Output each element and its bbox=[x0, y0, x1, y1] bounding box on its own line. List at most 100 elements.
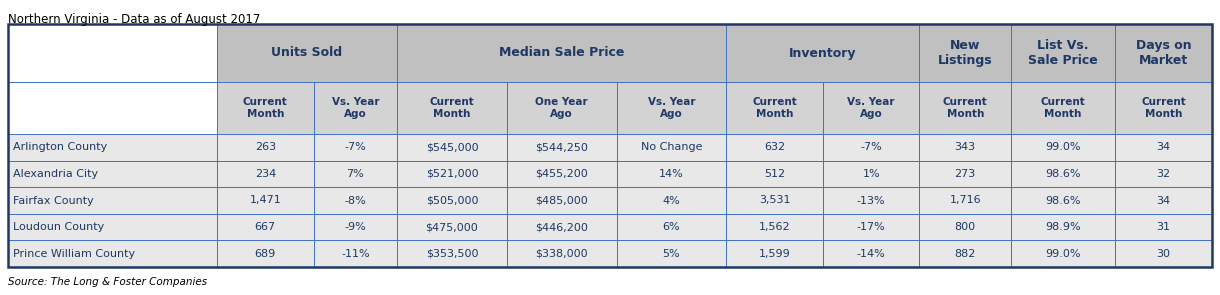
Bar bbox=[314, 187, 398, 214]
Text: 3,531: 3,531 bbox=[759, 196, 791, 206]
Bar bbox=[1115, 187, 1211, 214]
Text: Loudoun County: Loudoun County bbox=[13, 222, 104, 232]
Bar bbox=[506, 160, 616, 187]
Bar bbox=[217, 160, 314, 187]
Text: New
Listings: New Listings bbox=[938, 39, 993, 67]
Text: 1,599: 1,599 bbox=[759, 249, 791, 259]
Bar bbox=[9, 24, 217, 82]
Text: $446,200: $446,200 bbox=[536, 222, 588, 232]
Bar bbox=[9, 134, 217, 160]
Bar bbox=[920, 160, 1011, 187]
Text: 1%: 1% bbox=[863, 169, 880, 179]
Text: Current
Month: Current Month bbox=[753, 97, 797, 119]
Bar bbox=[920, 214, 1011, 240]
Bar bbox=[9, 240, 217, 267]
Text: 1,562: 1,562 bbox=[759, 222, 791, 232]
Bar bbox=[616, 214, 726, 240]
Bar bbox=[398, 24, 726, 82]
Text: Northern Virginia - Data as of August 2017: Northern Virginia - Data as of August 20… bbox=[9, 13, 260, 26]
Text: Fairfax County: Fairfax County bbox=[13, 196, 94, 206]
Bar bbox=[398, 134, 506, 160]
Text: Vs. Year
Ago: Vs. Year Ago bbox=[332, 97, 379, 119]
Text: -13%: -13% bbox=[856, 196, 886, 206]
Text: Units Sold: Units Sold bbox=[272, 47, 343, 60]
Text: $505,000: $505,000 bbox=[426, 196, 478, 206]
Bar bbox=[9, 160, 217, 187]
Text: No Change: No Change bbox=[640, 142, 703, 152]
Text: 1,716: 1,716 bbox=[949, 196, 981, 206]
Bar bbox=[506, 187, 616, 214]
Bar bbox=[506, 214, 616, 240]
Bar bbox=[920, 187, 1011, 214]
Bar bbox=[1011, 134, 1115, 160]
Text: List Vs.
Sale Price: List Vs. Sale Price bbox=[1028, 39, 1098, 67]
Text: 234: 234 bbox=[255, 169, 276, 179]
Text: 632: 632 bbox=[764, 142, 786, 152]
Bar bbox=[1011, 160, 1115, 187]
Bar bbox=[9, 187, 217, 214]
Text: 689: 689 bbox=[255, 249, 276, 259]
Text: 512: 512 bbox=[764, 169, 786, 179]
Bar bbox=[616, 240, 726, 267]
Text: -17%: -17% bbox=[856, 222, 886, 232]
Bar bbox=[1011, 187, 1115, 214]
Text: -7%: -7% bbox=[860, 142, 882, 152]
Bar bbox=[314, 82, 398, 134]
Bar bbox=[616, 82, 726, 134]
Text: 30: 30 bbox=[1157, 249, 1171, 259]
Bar bbox=[217, 24, 398, 82]
Text: Inventory: Inventory bbox=[789, 47, 856, 60]
Bar bbox=[398, 160, 506, 187]
Text: -11%: -11% bbox=[342, 249, 370, 259]
Bar bbox=[1115, 82, 1211, 134]
Text: Vs. Year
Ago: Vs. Year Ago bbox=[848, 97, 895, 119]
Bar bbox=[217, 214, 314, 240]
Bar bbox=[1115, 240, 1211, 267]
Text: $544,250: $544,250 bbox=[536, 142, 588, 152]
Bar bbox=[822, 82, 920, 134]
Bar bbox=[726, 82, 822, 134]
Bar bbox=[398, 214, 506, 240]
Bar bbox=[1011, 214, 1115, 240]
Text: Arlington County: Arlington County bbox=[13, 142, 107, 152]
Bar bbox=[920, 24, 1011, 82]
Text: 7%: 7% bbox=[346, 169, 365, 179]
Text: 98.6%: 98.6% bbox=[1046, 169, 1081, 179]
Bar bbox=[1115, 134, 1211, 160]
Text: 882: 882 bbox=[954, 249, 976, 259]
Bar bbox=[920, 240, 1011, 267]
Text: 1,471: 1,471 bbox=[249, 196, 281, 206]
Bar bbox=[217, 187, 314, 214]
Text: -14%: -14% bbox=[856, 249, 886, 259]
Bar bbox=[822, 134, 920, 160]
Text: Current
Month: Current Month bbox=[1041, 97, 1086, 119]
Text: 263: 263 bbox=[255, 142, 276, 152]
Text: Current
Month: Current Month bbox=[429, 97, 475, 119]
Bar bbox=[314, 240, 398, 267]
Bar bbox=[1115, 160, 1211, 187]
Text: 5%: 5% bbox=[662, 249, 681, 259]
Bar bbox=[616, 187, 726, 214]
Bar bbox=[398, 240, 506, 267]
Bar bbox=[217, 240, 314, 267]
Bar bbox=[314, 134, 398, 160]
Text: -7%: -7% bbox=[344, 142, 366, 152]
Text: $475,000: $475,000 bbox=[426, 222, 478, 232]
Text: 667: 667 bbox=[255, 222, 276, 232]
Text: 99.0%: 99.0% bbox=[1046, 142, 1081, 152]
Bar bbox=[506, 240, 616, 267]
Text: Current
Month: Current Month bbox=[1141, 97, 1186, 119]
Bar bbox=[726, 214, 822, 240]
Bar bbox=[920, 134, 1011, 160]
Text: 4%: 4% bbox=[662, 196, 681, 206]
Bar bbox=[726, 24, 920, 82]
Bar bbox=[822, 240, 920, 267]
Text: 34: 34 bbox=[1157, 196, 1171, 206]
Bar bbox=[9, 82, 217, 134]
Bar bbox=[822, 187, 920, 214]
Bar bbox=[314, 214, 398, 240]
Text: 273: 273 bbox=[954, 169, 976, 179]
Bar bbox=[217, 134, 314, 160]
Bar bbox=[616, 134, 726, 160]
Bar bbox=[314, 160, 398, 187]
